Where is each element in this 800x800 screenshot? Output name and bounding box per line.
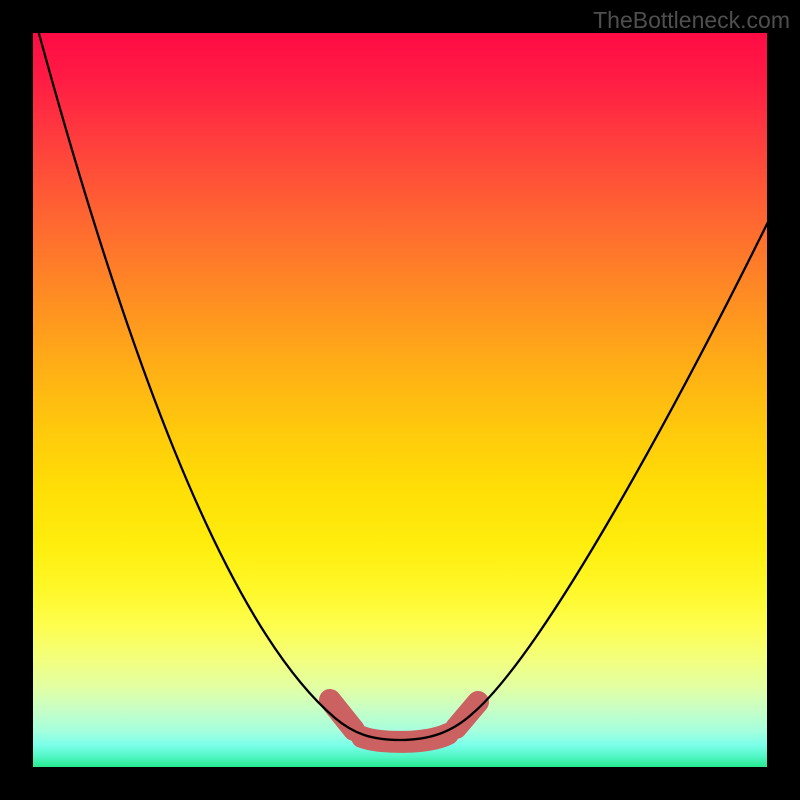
bottleneck-chart [0,0,800,800]
gradient-plot [33,33,767,767]
watermark-text: TheBottleneck.com [593,7,790,34]
chart-container: TheBottleneck.com [0,0,800,800]
